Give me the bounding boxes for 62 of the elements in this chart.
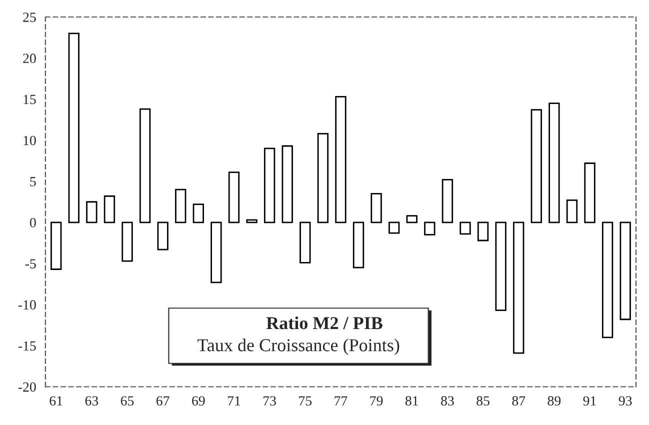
bar: [530, 109, 542, 224]
y-tick-label: 25: [23, 12, 36, 22]
bar: [246, 219, 258, 224]
x-tick-label: 81: [405, 396, 418, 406]
bar: [228, 172, 240, 224]
x-tick-label: 89: [548, 396, 561, 406]
bar: [388, 222, 400, 234]
x-tick-label: 79: [370, 396, 383, 406]
bar: [566, 200, 578, 224]
x-tick-label: 73: [264, 396, 276, 406]
bar: [442, 178, 454, 224]
bar: [282, 145, 293, 224]
text: Taux de Croissance (Points): [197, 338, 400, 355]
bar: [460, 222, 471, 235]
bar: [477, 222, 489, 242]
bar: [335, 96, 346, 224]
x-tick-label: 77: [334, 396, 348, 406]
bar: [548, 102, 560, 224]
bar: [68, 32, 80, 224]
y-tick-label: -5: [25, 259, 36, 268]
x-tick-label: 85: [476, 396, 490, 406]
bar: [584, 162, 596, 224]
bar: [317, 132, 329, 224]
y-tick-label: -20: [18, 382, 36, 392]
bar: [122, 222, 133, 262]
x-tick-label: 61: [50, 396, 62, 406]
bar: [139, 108, 151, 224]
bar: [210, 222, 222, 284]
bar: [406, 215, 418, 224]
bar: [300, 222, 311, 264]
x-tick-label: 67: [156, 396, 170, 406]
y-tick-label: 0: [30, 218, 36, 228]
bar: [104, 195, 116, 224]
bar: [495, 222, 506, 312]
bar: [157, 222, 168, 250]
bar: [175, 188, 186, 224]
y-tick-label: 20: [23, 54, 36, 64]
y-tick-label: 5: [30, 177, 36, 186]
y-tick-label: -10: [18, 300, 36, 310]
x-tick-label: 71: [228, 396, 240, 406]
bar: [50, 222, 62, 270]
bar: [620, 222, 631, 320]
y-tick-label: 10: [24, 136, 36, 146]
x-tick-label: 63: [85, 396, 98, 406]
bar: [264, 148, 276, 224]
y-tick-label: 15: [24, 94, 36, 104]
bar: [352, 222, 364, 268]
x-tick-label: 91: [583, 396, 596, 406]
x-tick-label: 93: [618, 396, 632, 406]
x-tick-label: 69: [192, 396, 205, 406]
bar: [424, 222, 436, 236]
bar: [513, 222, 524, 354]
x-tick-label: 65: [120, 396, 134, 406]
x-tick-label: 83: [441, 396, 454, 406]
y-tick-label: -15: [18, 341, 36, 351]
x-tick-label: 87: [512, 396, 526, 406]
bar: [192, 204, 204, 224]
bar: [86, 201, 98, 224]
x-tick-label: 75: [299, 396, 312, 406]
text: Ratio M2 / PIB: [266, 316, 382, 330]
bar: [370, 192, 382, 224]
bar: [602, 222, 614, 338]
